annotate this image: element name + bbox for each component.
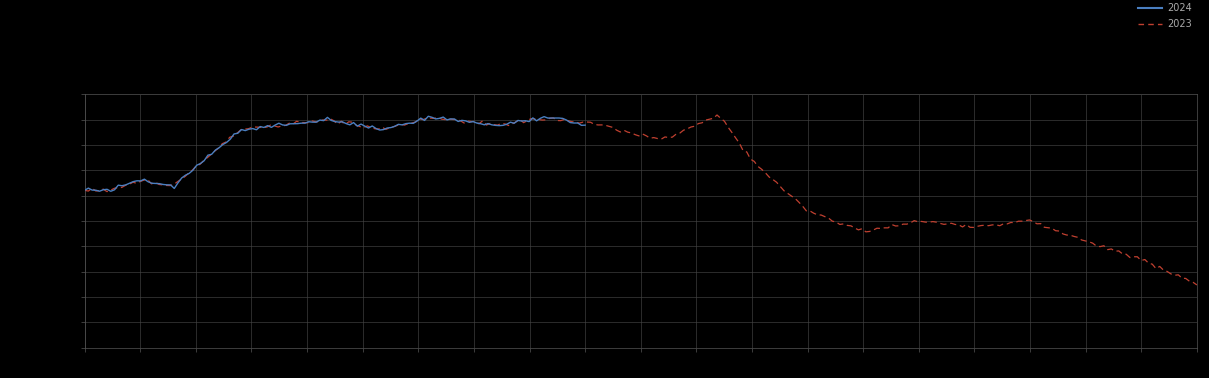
- Legend: 2024, 2023: 2024, 2023: [1138, 3, 1192, 29]
